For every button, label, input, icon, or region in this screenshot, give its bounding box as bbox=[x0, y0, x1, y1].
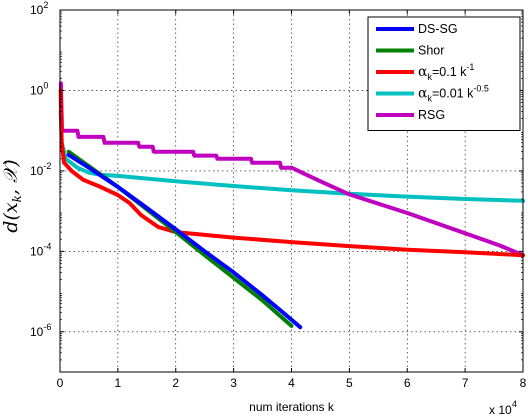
legend-entry: αk=0.1 k-1 bbox=[418, 62, 474, 82]
x-tick-label: 4 bbox=[288, 376, 295, 390]
series-line bbox=[66, 152, 303, 330]
svg-text:d(xk, 𝒳): d(xk, 𝒳) bbox=[0, 159, 24, 232]
y-tick-label: 102 bbox=[30, 0, 48, 17]
series-line bbox=[58, 81, 525, 258]
x-axis-label: num iterations k bbox=[249, 400, 335, 414]
series-layer bbox=[58, 81, 525, 330]
legend-entry: RSG bbox=[418, 108, 445, 122]
y-tick-label: 10-6 bbox=[30, 322, 51, 339]
x-tick-label: 0 bbox=[57, 376, 64, 390]
x-tick-label: 8 bbox=[520, 376, 527, 390]
legend-entry: αk=0.01 k-0.5 bbox=[418, 84, 489, 104]
x-tick-label: 3 bbox=[230, 376, 237, 390]
x-tick-label: 2 bbox=[172, 376, 179, 390]
series-line bbox=[58, 109, 525, 203]
x-multiplier-exponent: 4 bbox=[512, 399, 517, 409]
series-line bbox=[58, 88, 525, 258]
y-tick-label: 10-4 bbox=[30, 241, 51, 258]
ticks: 0 1 2 3 4 5 6 7 8 10-6 10-4 10-2 100 102 bbox=[30, 0, 527, 390]
legend: DS-SG Shor αk=0.1 k-1αk=0.01 k-0.5 RSG bbox=[367, 16, 521, 131]
y-tick-label: 10-2 bbox=[30, 161, 51, 178]
x-multiplier-base: x 10 bbox=[489, 403, 512, 417]
legend-entry: DS-SG bbox=[418, 22, 458, 36]
y-tick-label: 100 bbox=[30, 80, 48, 97]
x-tick-label: 1 bbox=[115, 376, 122, 390]
x-tick-label: 5 bbox=[346, 376, 353, 390]
x-tick-label: 7 bbox=[462, 376, 469, 390]
y-axis-label: d(xk, 𝒳) bbox=[0, 159, 24, 232]
legend-entry: Shor bbox=[418, 44, 444, 58]
x-multiplier-label: x 10 4 bbox=[489, 399, 517, 417]
x-tick-label: 6 bbox=[404, 376, 411, 390]
